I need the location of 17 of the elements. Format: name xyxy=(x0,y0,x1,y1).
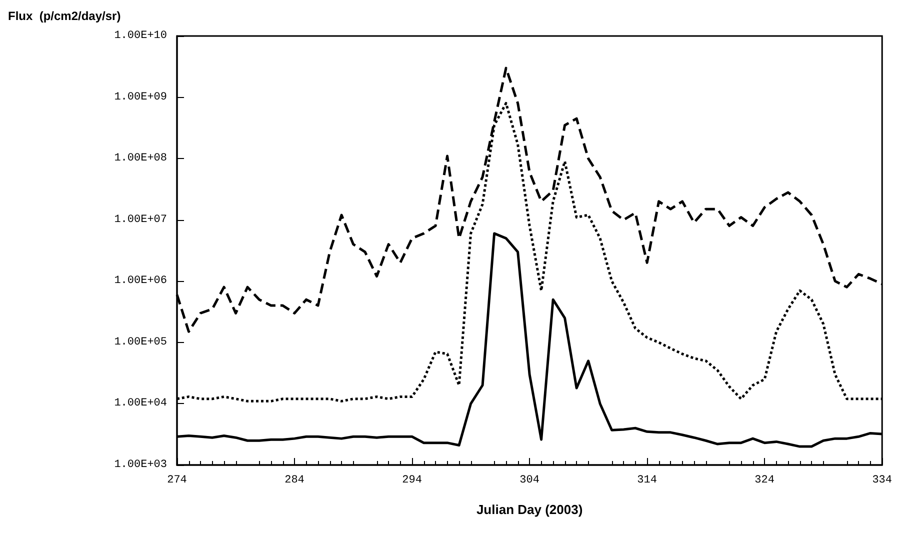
y-tick-label: 1.00E+09 xyxy=(114,91,167,104)
x-tick-label: 284 xyxy=(284,474,305,486)
x-tick-label: 304 xyxy=(520,474,540,486)
x-tick-label: 324 xyxy=(754,474,775,486)
y-tick-label: 1.00E+10 xyxy=(114,30,167,42)
x-tick-label: 274 xyxy=(167,474,188,486)
x-tick-label: 334 xyxy=(872,474,892,486)
y-tick-label: 1.00E+07 xyxy=(114,214,167,226)
y-tick-label: 1.00E+03 xyxy=(114,459,167,471)
y-tick-label: 1.00E+06 xyxy=(114,275,167,288)
y-tick-label: 1.00E+04 xyxy=(114,398,168,410)
y-tick-label: 1.00E+08 xyxy=(114,152,167,165)
x-tick-label: 294 xyxy=(402,474,422,486)
y-axis-title: Flux (p/cm2/day/sr) xyxy=(8,9,121,23)
x-tick-label: 314 xyxy=(637,474,658,486)
y-tick-label: 1.00E+05 xyxy=(114,336,167,348)
x-axis-title: Julian Day (2003) xyxy=(476,502,583,517)
